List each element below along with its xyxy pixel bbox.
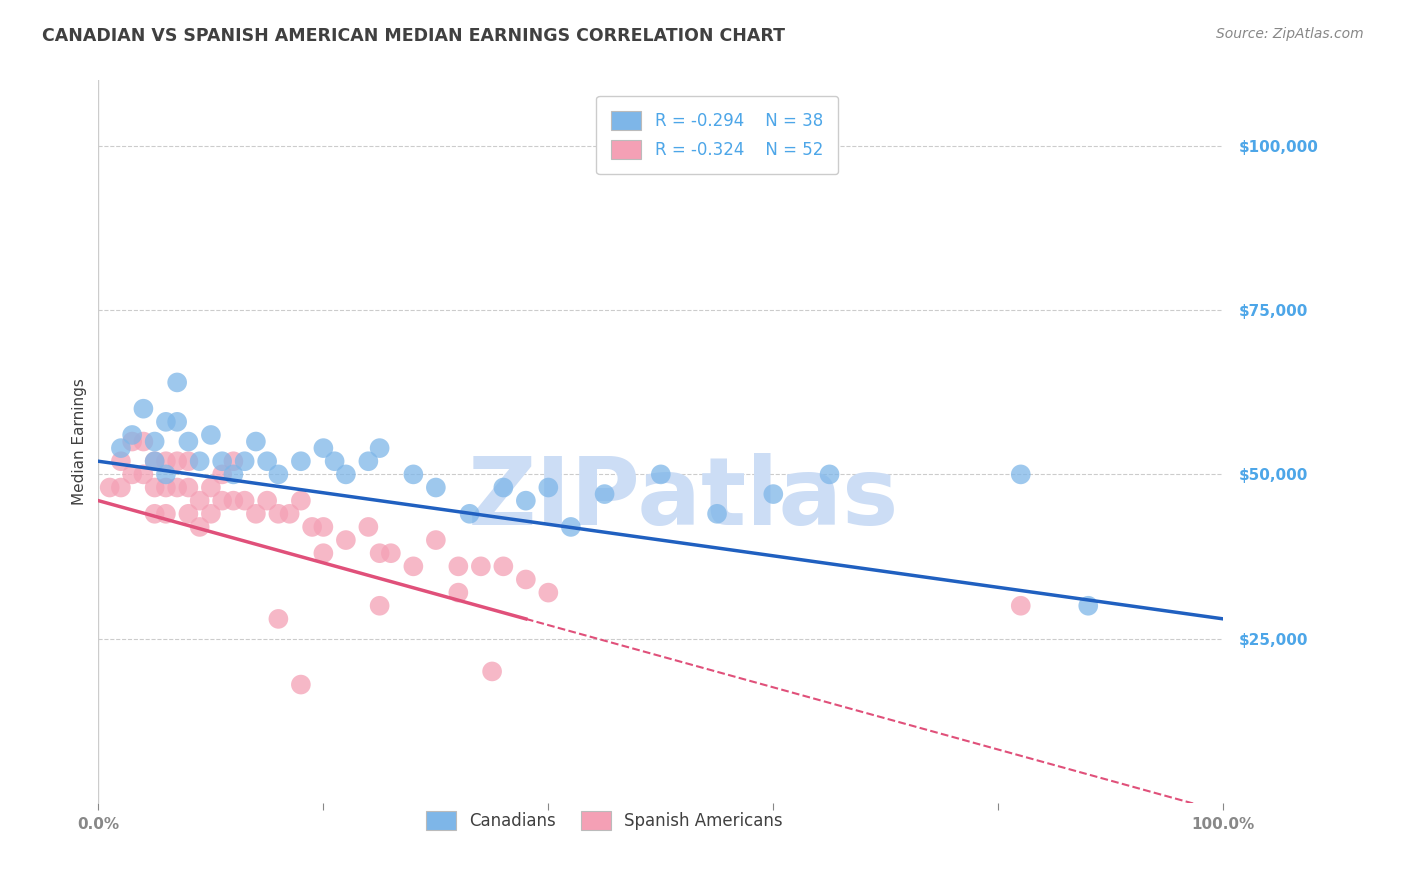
Point — [312, 520, 335, 534]
Point — [650, 467, 672, 482]
Point — [155, 507, 177, 521]
Point — [166, 376, 188, 390]
Text: CANADIAN VS SPANISH AMERICAN MEDIAN EARNINGS CORRELATION CHART: CANADIAN VS SPANISH AMERICAN MEDIAN EARN… — [42, 27, 785, 45]
Point — [132, 401, 155, 416]
Point — [593, 487, 616, 501]
Point — [425, 533, 447, 547]
Point — [211, 454, 233, 468]
Point — [818, 467, 841, 482]
Point — [166, 481, 188, 495]
Point — [492, 481, 515, 495]
Point — [290, 677, 312, 691]
Point — [335, 467, 357, 482]
Point — [143, 454, 166, 468]
Point — [200, 507, 222, 521]
Point — [515, 493, 537, 508]
Point — [211, 467, 233, 482]
Point — [222, 493, 245, 508]
Point — [222, 454, 245, 468]
Point — [762, 487, 785, 501]
Point — [1010, 467, 1032, 482]
Point — [447, 559, 470, 574]
Point — [447, 585, 470, 599]
Point — [177, 481, 200, 495]
Point — [458, 507, 481, 521]
Point — [132, 434, 155, 449]
Point — [1077, 599, 1099, 613]
Point — [233, 493, 256, 508]
Point — [481, 665, 503, 679]
Text: ZIPatlas: ZIPatlas — [468, 453, 898, 545]
Point — [166, 454, 188, 468]
Point — [177, 454, 200, 468]
Point — [200, 428, 222, 442]
Point — [155, 481, 177, 495]
Point — [200, 481, 222, 495]
Point — [245, 507, 267, 521]
Text: Source: ZipAtlas.com: Source: ZipAtlas.com — [1216, 27, 1364, 41]
Point — [312, 546, 335, 560]
Point — [402, 467, 425, 482]
Point — [402, 559, 425, 574]
Y-axis label: Median Earnings: Median Earnings — [72, 378, 87, 505]
Point — [121, 428, 143, 442]
Point — [188, 520, 211, 534]
Point — [267, 612, 290, 626]
Point — [560, 520, 582, 534]
Point — [143, 454, 166, 468]
Point — [301, 520, 323, 534]
Point — [256, 493, 278, 508]
Point — [143, 481, 166, 495]
Point — [357, 454, 380, 468]
Point — [143, 507, 166, 521]
Point — [121, 434, 143, 449]
Point — [110, 441, 132, 455]
Point — [706, 507, 728, 521]
Point — [278, 507, 301, 521]
Point — [143, 434, 166, 449]
Point — [267, 507, 290, 521]
Point — [233, 454, 256, 468]
Point — [312, 441, 335, 455]
Point — [290, 454, 312, 468]
Point — [515, 573, 537, 587]
Point — [368, 441, 391, 455]
Point — [290, 493, 312, 508]
Point — [537, 481, 560, 495]
Point — [1010, 599, 1032, 613]
Point — [470, 559, 492, 574]
Point — [380, 546, 402, 560]
Point — [177, 434, 200, 449]
Point — [132, 467, 155, 482]
Point — [177, 507, 200, 521]
Point — [121, 467, 143, 482]
Point — [188, 493, 211, 508]
Point — [537, 585, 560, 599]
Point — [335, 533, 357, 547]
Point — [368, 599, 391, 613]
Point — [267, 467, 290, 482]
Point — [357, 520, 380, 534]
Point — [110, 481, 132, 495]
Point — [245, 434, 267, 449]
Point — [188, 454, 211, 468]
Point — [98, 481, 121, 495]
Point — [211, 493, 233, 508]
Point — [368, 546, 391, 560]
Point — [155, 415, 177, 429]
Point — [492, 559, 515, 574]
Point — [323, 454, 346, 468]
Point — [155, 454, 177, 468]
Legend: Canadians, Spanish Americans: Canadians, Spanish Americans — [411, 796, 799, 845]
Point — [425, 481, 447, 495]
Point — [155, 467, 177, 482]
Point — [110, 454, 132, 468]
Point — [256, 454, 278, 468]
Point — [222, 467, 245, 482]
Point — [166, 415, 188, 429]
